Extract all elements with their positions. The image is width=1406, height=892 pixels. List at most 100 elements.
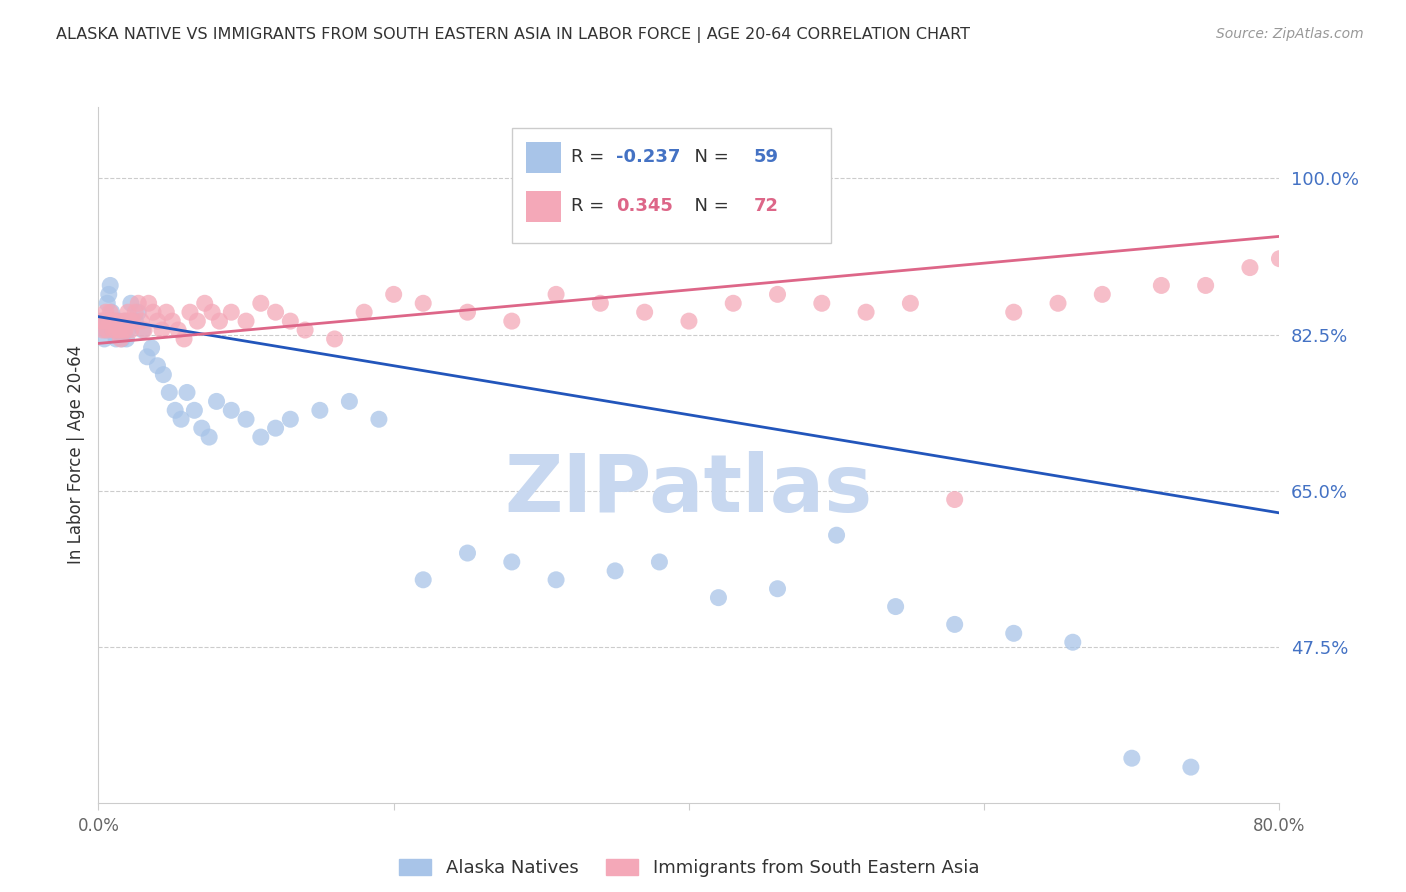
Y-axis label: In Labor Force | Age 20-64: In Labor Force | Age 20-64 [66,345,84,565]
Point [103,314,125,328]
Text: R =: R = [571,197,616,215]
Point [114,323,136,337]
Point [766,582,789,596]
Point [501,314,523,328]
Point [112,323,135,337]
Point [721,296,744,310]
Text: ALASKA NATIVE VS IMMIGRANTS FROM SOUTH EASTERN ASIA IN LABOR FORCE | AGE 20-64 C: ALASKA NATIVE VS IMMIGRANTS FROM SOUTH E… [56,27,970,43]
Point [1150,278,1173,293]
FancyBboxPatch shape [512,128,831,243]
Point [235,412,257,426]
Point [648,555,671,569]
Point [176,385,198,400]
Point [111,323,134,337]
Point [264,305,287,319]
Point [118,314,141,328]
Point [97,314,120,328]
Point [194,296,217,310]
Point [250,296,273,310]
Point [368,412,391,426]
Point [183,403,205,417]
Point [134,323,156,337]
Point [146,359,169,373]
Point [337,394,360,409]
Point [170,412,193,426]
Point [90,314,112,328]
Point [127,296,149,310]
Point [589,296,612,310]
Point [97,287,120,301]
Point [191,421,214,435]
Point [501,555,523,569]
Point [309,403,332,417]
Text: -0.237: -0.237 [616,148,681,166]
Point [107,323,129,337]
Point [98,278,121,293]
Point [382,287,405,301]
Point [108,323,131,337]
Point [112,314,135,328]
Point [264,421,287,435]
Text: 0.345: 0.345 [616,197,672,215]
Point [117,305,139,319]
Point [100,305,122,319]
Point [179,305,201,319]
Point [1062,635,1084,649]
Point [96,323,118,337]
Point [157,385,180,400]
Point [1046,296,1069,310]
Point [94,305,117,319]
Point [707,591,730,605]
Point [167,323,190,337]
Point [173,332,195,346]
Legend: Alaska Natives, Immigrants from South Eastern Asia: Alaska Natives, Immigrants from South Ea… [392,852,986,884]
Point [129,314,152,328]
Point [1180,760,1202,774]
Point [110,332,132,346]
Point [115,332,138,346]
Point [412,573,434,587]
Point [605,564,627,578]
Text: R =: R = [571,148,610,166]
Point [1327,278,1350,293]
Point [152,368,174,382]
Point [142,305,165,319]
Point [103,323,125,337]
Point [111,332,134,346]
Point [900,296,922,310]
Point [108,314,131,328]
Point [93,314,115,328]
Point [115,314,138,328]
Point [141,341,163,355]
Point [121,314,143,328]
Point [943,617,966,632]
Point [412,296,434,310]
Point [96,296,118,310]
Point [1298,225,1320,239]
Text: ZIPatlas: ZIPatlas [505,450,873,529]
Point [105,332,128,346]
Point [208,314,231,328]
Point [235,314,257,328]
Point [91,318,114,333]
Point [323,332,346,346]
Point [162,314,183,328]
FancyBboxPatch shape [526,142,561,173]
Point [278,314,302,328]
Text: 59: 59 [754,148,779,166]
Point [810,296,832,310]
Point [96,314,118,328]
Point [1195,278,1218,293]
Point [98,305,121,319]
Text: Source: ZipAtlas.com: Source: ZipAtlas.com [1216,27,1364,41]
Point [198,430,221,444]
Point [110,323,132,337]
Point [146,314,169,328]
Point [678,314,700,328]
Point [278,412,302,426]
Point [120,296,142,310]
Point [205,394,228,409]
Point [943,492,966,507]
Point [1268,252,1291,266]
Point [1091,287,1114,301]
